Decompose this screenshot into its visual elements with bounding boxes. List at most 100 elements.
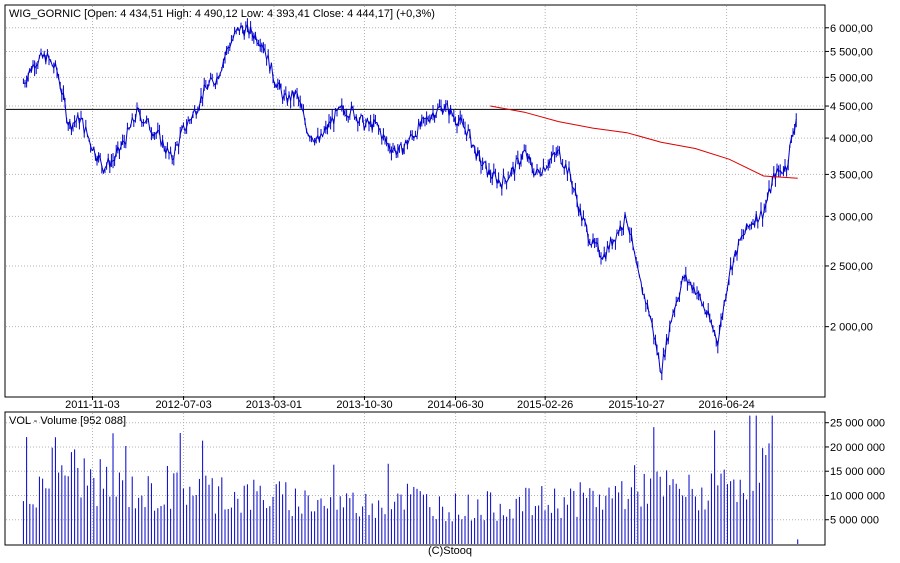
- price-candle-link: [118, 146, 122, 152]
- price-candle-link: [202, 84, 205, 100]
- price-candle-link: [267, 54, 271, 72]
- price-candle-link: [448, 107, 452, 117]
- price-x-tick-label: 2015-02-26: [517, 399, 573, 411]
- price-x-axis: 2011-11-03 2012-07-03 2013-03-01 2013-10-30…: [65, 396, 755, 411]
- price-candle-link: [442, 109, 445, 114]
- price-candle-link: [754, 213, 757, 226]
- price-candle-link: [256, 42, 259, 45]
- price-candle-link: [520, 153, 524, 161]
- price-candle-link: [170, 151, 173, 160]
- price-y-tick-label: 5 000,00: [830, 72, 873, 84]
- price-candle-link: [677, 296, 680, 301]
- price-candle-link: [82, 119, 85, 134]
- price-candle-link: [155, 130, 159, 134]
- price-candle-link: [626, 221, 629, 229]
- price-candle-link: [758, 210, 762, 219]
- price-candle-link: [318, 133, 322, 142]
- price-candle-link: [653, 337, 656, 341]
- price-candle-link: [240, 25, 244, 30]
- price-candle-link: [333, 110, 336, 124]
- price-candle-link: [66, 120, 69, 126]
- price-candle-link: [630, 233, 634, 247]
- price-candle-link: [127, 127, 130, 130]
- price-candle-link: [46, 52, 50, 60]
- price-candle-link: [546, 165, 549, 169]
- price-x-tick-label: 2013-10-30: [336, 399, 392, 411]
- price-candle-link: [584, 221, 588, 227]
- price-candle-link: [198, 95, 202, 108]
- price-candle-link: [738, 239, 741, 241]
- price-candle-link: [624, 213, 628, 222]
- price-candle-link: [310, 136, 314, 141]
- price-candle-link: [685, 274, 688, 283]
- price-candle-link: [794, 119, 797, 131]
- price-candle-link: [104, 165, 108, 169]
- price-candle-link: [587, 240, 591, 245]
- price-candle-link: [58, 77, 61, 88]
- price-candle-link: [456, 121, 460, 127]
- price-candle-link: [304, 121, 308, 132]
- price-y-tick-label: 4 500,00: [830, 101, 873, 113]
- price-candle-link: [165, 147, 168, 154]
- price-candles: [22, 18, 797, 381]
- price-y-axis: 6 000,00 5 500,00 5 000,00 4 500,00 4 000,00…: [825, 23, 873, 334]
- price-candle-link: [440, 106, 444, 114]
- price-candle-link: [461, 120, 464, 127]
- price-candle-link: [186, 120, 189, 128]
- price-candle-link: [765, 198, 768, 205]
- price-candle-link: [125, 127, 128, 145]
- price-candle-link: [203, 84, 207, 88]
- price-candle-link: [251, 34, 255, 40]
- price-candle-link: [592, 238, 596, 244]
- price-y-tick-label: 6 000,00: [830, 23, 873, 35]
- volume-y-tick-label: 20 000 000: [830, 442, 885, 454]
- price-candle-link: [134, 107, 138, 121]
- price-candle-link: [363, 123, 367, 130]
- price-candle-link: [101, 166, 104, 173]
- price-candle-link: [637, 268, 640, 277]
- price-candle-link: [416, 122, 420, 138]
- price-candle-link: [347, 115, 351, 118]
- price-candle-link: [147, 118, 151, 131]
- price-candle-link: [107, 157, 111, 168]
- price-candle-link: [541, 166, 544, 176]
- price-candle-link: [64, 103, 68, 121]
- price-candle-link: [194, 109, 197, 116]
- price-candle-link: [262, 47, 266, 52]
- price-candle-link: [446, 103, 450, 117]
- price-candle-link: [37, 57, 40, 65]
- price-candle-link: [158, 131, 162, 146]
- price-candle-link: [171, 158, 175, 161]
- price-candle-link: [295, 90, 298, 93]
- price-panel: 6 000,00 5 500,00 5 000,00 4 500,00 4 000,00…: [4, 4, 873, 411]
- price-candle-link: [27, 68, 31, 76]
- price-candle-link: [34, 65, 37, 69]
- price-candle-link: [570, 176, 573, 187]
- price-candle-link: [664, 337, 668, 358]
- price-candle-link: [270, 62, 274, 79]
- price-candle-link: [54, 62, 58, 72]
- price-candle-link: [744, 223, 748, 234]
- price-candle-link: [182, 125, 186, 132]
- price-x-tick-label: 2014-06-30: [427, 399, 483, 411]
- price-candle-link: [306, 131, 309, 136]
- price-candle-link: [656, 352, 660, 356]
- price-candle-link: [264, 50, 268, 60]
- price-candle-link: [787, 145, 791, 164]
- price-candle-link: [776, 167, 780, 172]
- price-candle-link: [389, 148, 392, 153]
- price-candle-link: [410, 134, 413, 136]
- price-candle-link: [467, 129, 471, 132]
- price-candle-link: [136, 106, 139, 110]
- price-candle-link: [178, 134, 181, 147]
- price-candle-link: [45, 52, 48, 63]
- price-candle-link: [674, 302, 677, 310]
- price-candle-link: [403, 140, 407, 147]
- price-candle-link: [464, 128, 468, 137]
- credit-text: (C)Stooq: [427, 545, 473, 557]
- price-candle-link: [523, 149, 527, 152]
- price-candle-link: [598, 255, 602, 259]
- price-candle-link: [779, 170, 783, 174]
- price-candle-link: [234, 30, 237, 33]
- price-candle-link: [98, 154, 101, 159]
